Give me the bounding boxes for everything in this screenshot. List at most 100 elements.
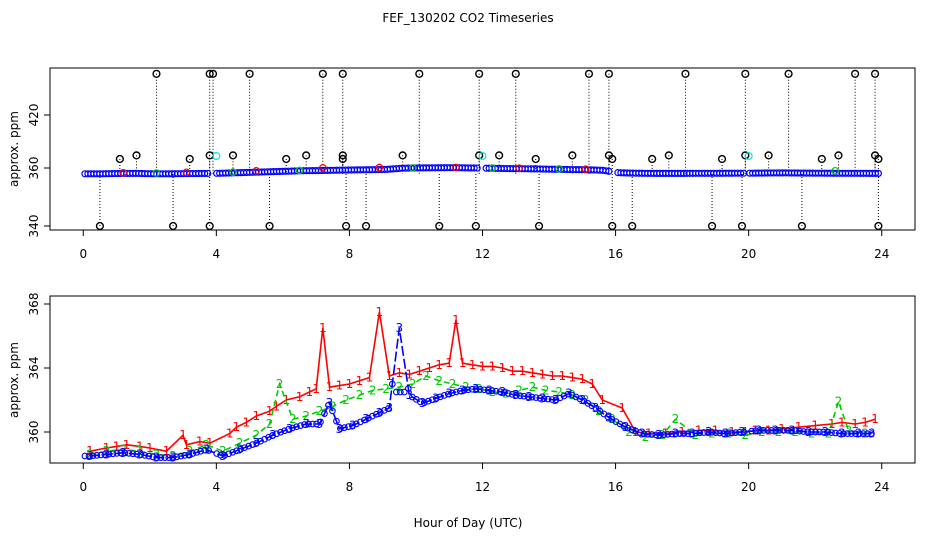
- series-1-label: 1: [226, 427, 234, 441]
- series-1-label: 1: [306, 385, 314, 399]
- bottom-x-tick-label: 24: [874, 480, 889, 494]
- flagged-point: [338, 154, 347, 164]
- bottom-circle-point: [740, 428, 748, 436]
- series-1-label: 1: [346, 377, 354, 391]
- bottom-circle-point: [508, 390, 516, 398]
- flagged-point: [817, 154, 826, 164]
- series-1-label: 1: [196, 435, 204, 449]
- top-y-tick-label: 360: [27, 157, 41, 180]
- series-1-label: 1: [578, 372, 586, 386]
- series-2-label: 2: [329, 399, 337, 413]
- top-y-tick-label: 340: [27, 215, 41, 238]
- flagged-point: [707, 221, 717, 231]
- bottom-circle-point: [732, 429, 740, 436]
- bottom-circle-point: [688, 430, 696, 437]
- top-x-tick-label: 16: [608, 247, 623, 261]
- bottom-circle-point: [377, 408, 384, 416]
- bottom-circle-point: [205, 447, 213, 454]
- bottom-circle-point: [868, 430, 875, 437]
- series-1-label: 1: [861, 415, 869, 429]
- green-point: [555, 165, 563, 173]
- series-1-label: 1: [86, 444, 94, 458]
- series-2-label: 2: [342, 393, 350, 407]
- red-point: [182, 168, 191, 177]
- series-2-label: 2: [529, 380, 537, 394]
- bottom-circle-point: [93, 451, 101, 459]
- bottom-circle-point: [89, 452, 97, 460]
- bottom-x-tick-label: 20: [741, 480, 756, 494]
- series-3-label: 3: [472, 382, 480, 396]
- bottom-circle-point: [245, 442, 252, 450]
- bottom-circle-point: [213, 450, 221, 457]
- top-y-axis-label: approx. ppm: [7, 111, 21, 187]
- bottom-circle-point: [277, 428, 284, 436]
- bottom-circle-point: [361, 416, 368, 424]
- bottom-circle-point: [249, 441, 256, 448]
- series-1-label: 1: [266, 404, 274, 418]
- bottom-circle-point: [129, 450, 137, 458]
- bottom-circle-point: [860, 430, 867, 437]
- series-2-label: 2: [569, 388, 577, 402]
- bottom-circle-point: [392, 388, 400, 396]
- series-2-label: 2: [672, 412, 680, 426]
- series-2-label: 2: [369, 383, 377, 397]
- bottom-circle-point: [416, 398, 424, 406]
- series-1-label: 1: [425, 361, 433, 375]
- bottom-x-tick-label: 16: [608, 480, 623, 494]
- bottom-circle-point: [237, 445, 244, 453]
- series-1-label: 1: [272, 399, 280, 413]
- bottom-circle-point: [864, 430, 871, 437]
- bottom-circle-point: [768, 427, 775, 434]
- bottom-circle-point: [700, 429, 708, 436]
- bottom-circle-point: [289, 424, 296, 432]
- bottom-circle-point: [852, 430, 859, 437]
- bottom-circle-point: [692, 429, 700, 437]
- series-1-label: 1: [469, 358, 477, 372]
- flagged-point: [741, 69, 750, 78]
- bottom-circle-point: [548, 396, 556, 403]
- flagged-point: [245, 69, 254, 78]
- bottom-circle-point: [696, 429, 704, 437]
- bottom-circle-point: [780, 427, 787, 434]
- flagged-point: [764, 151, 773, 160]
- bottom-circle-point: [464, 386, 472, 394]
- series-3-label: 3: [592, 401, 600, 415]
- bottom-circle-point: [820, 428, 827, 436]
- series-1-label: 1: [529, 366, 537, 380]
- series-2-label: 2: [808, 427, 816, 441]
- series-1-label: 1: [811, 419, 819, 433]
- series-2-label: 2: [708, 427, 716, 441]
- series-1-label: 1: [242, 415, 250, 429]
- series-1-label: 1: [728, 425, 736, 439]
- series-2-label: 2: [136, 444, 144, 458]
- bottom-circle-point: [293, 423, 300, 431]
- series-2-label: 2: [276, 377, 284, 391]
- series-1-label: 1: [489, 359, 497, 373]
- bottom-circle-point: [512, 391, 520, 399]
- bottom-circle-point: [708, 428, 716, 436]
- series-1-label: 1: [499, 361, 507, 375]
- flagged-point: [282, 154, 291, 164]
- series-3-label: 3: [432, 391, 440, 405]
- bottom-circle-point: [652, 431, 660, 439]
- bottom-circle-point: [460, 386, 468, 394]
- bottom-circle-group: [81, 380, 875, 461]
- flagged-point: [797, 221, 806, 231]
- bottom-circle-point: [420, 399, 428, 406]
- series-3-label: 3: [269, 428, 277, 442]
- flagged-point: [568, 151, 577, 160]
- bottom-circle-point: [369, 412, 376, 420]
- series-2-label: 2: [835, 395, 843, 409]
- bottom-circle-point: [796, 427, 803, 435]
- bottom-circle-point: [265, 433, 272, 441]
- bottom-circle-point: [365, 414, 372, 422]
- flagged-point: [132, 151, 141, 160]
- bottom-circle-point: [396, 388, 404, 396]
- bottom-circle-point: [812, 428, 819, 436]
- bottom-circle-point: [832, 429, 839, 437]
- series-2-label: 2: [103, 444, 111, 458]
- bottom-circle-point: [285, 425, 292, 433]
- flagged-point: [874, 221, 883, 231]
